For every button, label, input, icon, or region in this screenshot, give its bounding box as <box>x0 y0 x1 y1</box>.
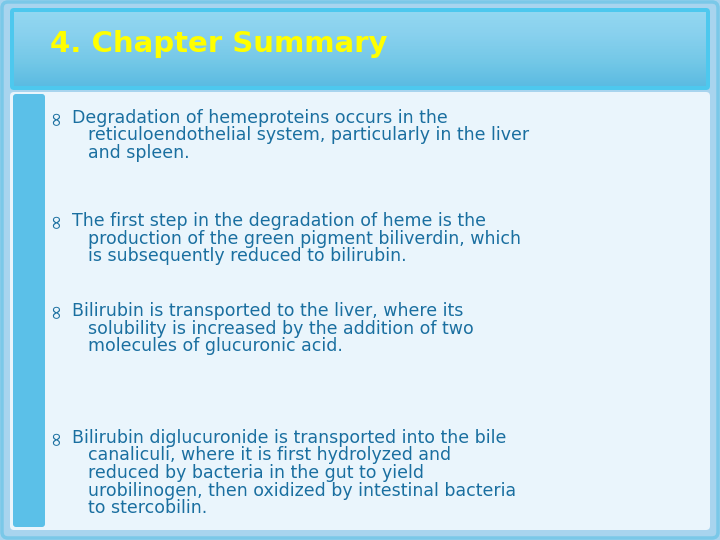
Text: solubility is increased by the addition of two: solubility is increased by the addition … <box>88 320 474 338</box>
Text: production of the green pigment biliverdin, which: production of the green pigment biliverd… <box>88 230 521 247</box>
Text: Degradation of hemeproteins occurs in the: Degradation of hemeproteins occurs in th… <box>72 109 448 127</box>
Text: ∞: ∞ <box>45 212 65 228</box>
Text: is subsequently reduced to bilirubin.: is subsequently reduced to bilirubin. <box>88 247 407 265</box>
Text: 4. Chapter Summary: 4. Chapter Summary <box>50 30 387 58</box>
Text: reduced by bacteria in the gut to yield: reduced by bacteria in the gut to yield <box>88 464 424 482</box>
FancyBboxPatch shape <box>10 8 710 90</box>
Text: molecules of glucuronic acid.: molecules of glucuronic acid. <box>88 337 343 355</box>
Text: to stercobilin.: to stercobilin. <box>88 499 207 517</box>
Text: ∞: ∞ <box>45 109 65 125</box>
Text: urobilinogen, then oxidized by intestinal bacteria: urobilinogen, then oxidized by intestina… <box>88 482 516 500</box>
Text: Bilirubin diglucuronide is transported into the bile: Bilirubin diglucuronide is transported i… <box>72 429 506 447</box>
Text: ∞: ∞ <box>45 429 65 446</box>
FancyBboxPatch shape <box>13 94 45 527</box>
Text: ∞: ∞ <box>45 302 65 318</box>
FancyBboxPatch shape <box>10 92 710 530</box>
Text: reticuloendothelial system, particularly in the liver: reticuloendothelial system, particularly… <box>88 126 529 145</box>
Text: Bilirubin is transported to the liver, where its: Bilirubin is transported to the liver, w… <box>72 302 464 320</box>
Text: and spleen.: and spleen. <box>88 144 189 162</box>
Text: The first step in the degradation of heme is the: The first step in the degradation of hem… <box>72 212 486 230</box>
Text: canaliculi, where it is first hydrolyzed and: canaliculi, where it is first hydrolyzed… <box>88 447 451 464</box>
